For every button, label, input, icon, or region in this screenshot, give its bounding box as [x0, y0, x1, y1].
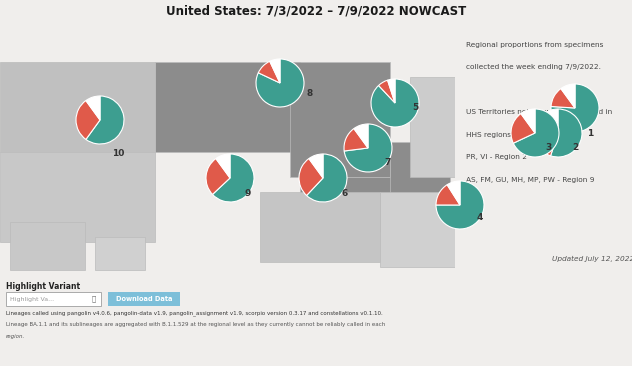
Polygon shape — [390, 142, 450, 222]
Wedge shape — [86, 96, 100, 120]
Polygon shape — [155, 62, 300, 152]
Polygon shape — [10, 222, 85, 270]
Text: 4: 4 — [477, 213, 483, 223]
Wedge shape — [521, 109, 535, 133]
Text: Lineages called using pangolin v4.0.6, pangolin-data v1.9, pangolin_assignment v: Lineages called using pangolin v4.0.6, p… — [6, 310, 383, 316]
Polygon shape — [0, 152, 155, 242]
Text: 1: 1 — [587, 128, 593, 138]
Polygon shape — [300, 177, 410, 232]
Text: 9: 9 — [245, 188, 251, 198]
Text: 10: 10 — [112, 149, 124, 157]
Wedge shape — [379, 80, 395, 103]
Polygon shape — [0, 62, 155, 152]
Polygon shape — [290, 62, 390, 177]
Text: HHS regions:: HHS regions: — [466, 132, 513, 138]
Wedge shape — [212, 154, 254, 202]
Wedge shape — [86, 96, 124, 144]
Wedge shape — [256, 59, 304, 107]
Wedge shape — [216, 154, 230, 178]
Text: Highlight Variant: Highlight Variant — [6, 282, 80, 291]
Wedge shape — [513, 109, 559, 157]
Polygon shape — [380, 192, 455, 267]
Wedge shape — [344, 128, 368, 151]
Wedge shape — [561, 84, 575, 108]
Text: 2: 2 — [572, 143, 578, 153]
Wedge shape — [436, 181, 484, 229]
Polygon shape — [260, 192, 380, 262]
Text: 3: 3 — [545, 143, 551, 153]
Wedge shape — [270, 59, 280, 83]
Wedge shape — [206, 158, 230, 194]
Text: Updated July 12, 2022: Updated July 12, 2022 — [552, 256, 632, 262]
Wedge shape — [309, 154, 323, 178]
Text: region.: region. — [6, 334, 25, 339]
Polygon shape — [95, 237, 145, 270]
Text: Highlight Va...: Highlight Va... — [10, 296, 54, 302]
Text: Regional proportions from specimens: Regional proportions from specimens — [466, 42, 603, 48]
Wedge shape — [76, 101, 100, 139]
Wedge shape — [550, 109, 582, 157]
Polygon shape — [410, 77, 455, 177]
Text: 8: 8 — [307, 89, 313, 97]
Text: United States: 7/3/2022 – 7/9/2022 NOWCAST: United States: 7/3/2022 – 7/9/2022 NOWCA… — [166, 4, 466, 18]
Wedge shape — [344, 124, 392, 172]
Text: 7: 7 — [385, 158, 391, 168]
FancyBboxPatch shape — [6, 292, 101, 306]
Text: 6: 6 — [342, 188, 348, 198]
FancyBboxPatch shape — [108, 292, 180, 306]
Wedge shape — [258, 61, 280, 83]
Wedge shape — [354, 124, 368, 148]
Wedge shape — [534, 113, 558, 156]
Wedge shape — [551, 84, 599, 132]
Wedge shape — [436, 185, 460, 205]
Wedge shape — [447, 181, 460, 205]
Text: PR, VI - Region 2: PR, VI - Region 2 — [466, 154, 526, 161]
Text: AS, FM, GU, MH, MP, PW - Region 9: AS, FM, GU, MH, MP, PW - Region 9 — [466, 177, 594, 183]
Text: collected the week ending 7/9/2022.: collected the week ending 7/9/2022. — [466, 64, 600, 71]
Wedge shape — [551, 89, 575, 108]
Wedge shape — [387, 79, 395, 103]
Wedge shape — [371, 79, 419, 127]
Text: ⌕: ⌕ — [92, 296, 96, 302]
Text: 5: 5 — [412, 104, 418, 112]
Text: Download Data: Download Data — [116, 296, 173, 302]
Wedge shape — [511, 113, 535, 143]
Wedge shape — [299, 158, 323, 195]
Wedge shape — [544, 109, 558, 133]
Text: Lineage BA.1.1 and its sublineages are aggregated with B.1.1.529 at the regional: Lineage BA.1.1 and its sublineages are a… — [6, 322, 386, 327]
Wedge shape — [307, 154, 347, 202]
Text: US Territories not shown are included in: US Territories not shown are included in — [466, 109, 612, 116]
